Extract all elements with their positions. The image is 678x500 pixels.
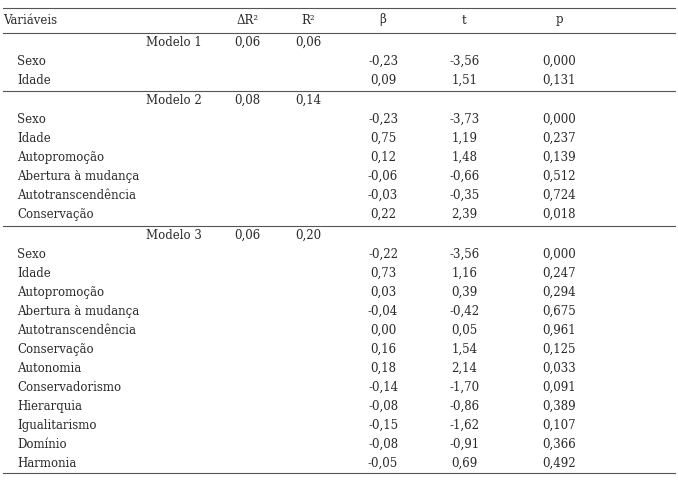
Text: 0,247: 0,247 [542,266,576,280]
Text: 0,512: 0,512 [542,170,576,183]
Text: 0,08: 0,08 [235,94,260,107]
Text: Conservadorismo: Conservadorismo [17,380,121,394]
Text: 1,51: 1,51 [452,74,477,86]
Text: 1,54: 1,54 [452,342,477,355]
Text: 0,73: 0,73 [370,266,396,280]
Text: 0,091: 0,091 [542,380,576,394]
Text: Idade: Idade [17,74,51,86]
Text: 1,19: 1,19 [452,132,477,145]
Text: Abertura à mudança: Abertura à mudança [17,170,139,183]
Text: 0,06: 0,06 [235,228,260,241]
Text: 0,00: 0,00 [370,324,396,336]
Text: 0,75: 0,75 [370,132,396,145]
Text: Variáveis: Variáveis [3,14,58,26]
Text: Autotranscendência: Autotranscendência [17,324,136,336]
Text: 0,000: 0,000 [542,248,576,260]
Text: 0,06: 0,06 [235,36,260,49]
Text: 0,237: 0,237 [542,132,576,145]
Text: -0,08: -0,08 [368,400,398,412]
Text: 0,294: 0,294 [542,286,576,298]
Text: Conservação: Conservação [17,342,94,355]
Text: R²: R² [302,14,315,26]
Text: 0,389: 0,389 [542,400,576,412]
Text: 0,961: 0,961 [542,324,576,336]
Text: 0,22: 0,22 [370,208,396,221]
Text: Domínio: Domínio [17,438,66,450]
Text: -1,62: -1,62 [450,418,479,432]
Text: 0,125: 0,125 [542,342,576,355]
Text: ΔR²: ΔR² [237,14,258,26]
Text: -0,42: -0,42 [450,304,479,318]
Text: Sexo: Sexo [17,248,46,260]
Text: -0,66: -0,66 [450,170,479,183]
Text: 0,492: 0,492 [542,456,576,469]
Text: Autonomia: Autonomia [17,362,81,374]
Text: 0,107: 0,107 [542,418,576,432]
Text: 0,06: 0,06 [296,36,321,49]
Text: 0,39: 0,39 [452,286,477,298]
Text: -0,86: -0,86 [450,400,479,412]
Text: Sexo: Sexo [17,113,46,126]
Text: 1,16: 1,16 [452,266,477,280]
Text: Modelo 3: Modelo 3 [146,228,201,241]
Text: -0,04: -0,04 [368,304,398,318]
Text: t: t [462,14,466,26]
Text: -0,23: -0,23 [368,54,398,68]
Text: 2,14: 2,14 [452,362,477,374]
Text: -0,22: -0,22 [368,248,398,260]
Text: Modelo 2: Modelo 2 [146,94,201,107]
Text: Conservação: Conservação [17,208,94,221]
Text: Idade: Idade [17,132,51,145]
Text: 0,131: 0,131 [542,74,576,86]
Text: 0,03: 0,03 [370,286,396,298]
Text: 0,366: 0,366 [542,438,576,450]
Text: 0,05: 0,05 [452,324,477,336]
Text: 0,12: 0,12 [370,151,396,164]
Text: 0,000: 0,000 [542,113,576,126]
Text: -0,14: -0,14 [368,380,398,394]
Text: Autopromoção: Autopromoção [17,286,104,298]
Text: -3,56: -3,56 [450,248,479,260]
Text: 0,20: 0,20 [296,228,321,241]
Text: 0,675: 0,675 [542,304,576,318]
Text: Autotranscendência: Autotranscendência [17,189,136,202]
Text: -0,05: -0,05 [368,456,398,469]
Text: 1,48: 1,48 [452,151,477,164]
Text: -3,73: -3,73 [450,113,479,126]
Text: 0,18: 0,18 [370,362,396,374]
Text: 0,139: 0,139 [542,151,576,164]
Text: Modelo 1: Modelo 1 [146,36,201,49]
Text: 0,69: 0,69 [452,456,477,469]
Text: p: p [555,14,563,26]
Text: 0,018: 0,018 [542,208,576,221]
Text: -0,91: -0,91 [450,438,479,450]
Text: Sexo: Sexo [17,54,46,68]
Text: Hierarquia: Hierarquia [17,400,82,412]
Text: -0,23: -0,23 [368,113,398,126]
Text: 0,724: 0,724 [542,189,576,202]
Text: 0,000: 0,000 [542,54,576,68]
Text: Idade: Idade [17,266,51,280]
Text: -0,15: -0,15 [368,418,398,432]
Text: Igualitarismo: Igualitarismo [17,418,96,432]
Text: -0,03: -0,03 [368,189,398,202]
Text: Abertura à mudança: Abertura à mudança [17,304,139,318]
Text: 0,16: 0,16 [370,342,396,355]
Text: Harmonia: Harmonia [17,456,77,469]
Text: β: β [380,14,386,26]
Text: 0,14: 0,14 [296,94,321,107]
Text: -1,70: -1,70 [450,380,479,394]
Text: 2,39: 2,39 [452,208,477,221]
Text: 0,033: 0,033 [542,362,576,374]
Text: -0,06: -0,06 [368,170,398,183]
Text: Autopromoção: Autopromoção [17,151,104,164]
Text: -0,35: -0,35 [450,189,479,202]
Text: -3,56: -3,56 [450,54,479,68]
Text: 0,09: 0,09 [370,74,396,86]
Text: -0,08: -0,08 [368,438,398,450]
